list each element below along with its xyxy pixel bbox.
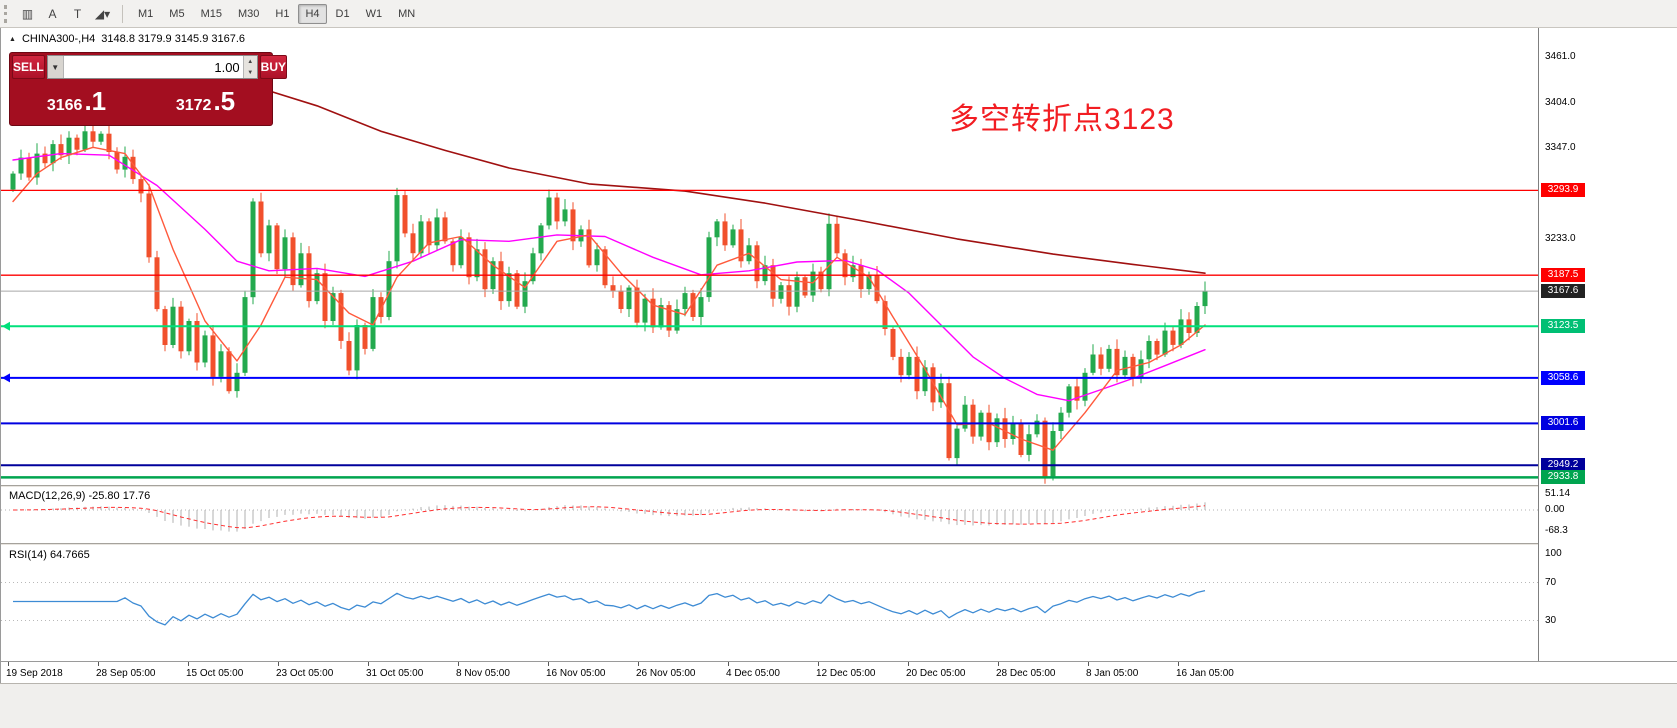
- price-level-badge: 3293.9: [1541, 183, 1585, 197]
- time-axis-tick: [818, 662, 819, 666]
- time-axis-label: 16 Jan 05:00: [1176, 668, 1234, 679]
- volume-spinner: ▲ ▼: [242, 56, 257, 78]
- time-axis-tick: [1178, 662, 1179, 666]
- time-axis-label: 26 Nov 05:00: [636, 668, 696, 679]
- volume-dropdown-icon[interactable]: ▼: [47, 56, 64, 78]
- timeframe-h1-button[interactable]: H1: [275, 7, 290, 20]
- timeframe-toolbar: M1 M5 M15 M30 H1 H4 D1 W1 MN: [130, 3, 423, 24]
- macd-scale-label: -68.3: [1545, 525, 1568, 536]
- price-level-badge: 3187.5: [1541, 268, 1585, 282]
- time-axis-tick: [368, 662, 369, 666]
- price-level-badge: 2933.8: [1541, 470, 1585, 484]
- buy-price-main: 3172: [175, 96, 212, 114]
- time-axis-tick: [908, 662, 909, 666]
- time-axis-tick: [8, 662, 9, 666]
- rsi-scale-label: 100: [1545, 548, 1562, 559]
- time-axis-tick: [1088, 662, 1089, 666]
- sell-price: 3166 .1: [12, 86, 141, 117]
- symbol-collapse-icon[interactable]: ▲: [9, 35, 16, 43]
- time-axis-tick: [548, 662, 549, 666]
- rsi-label: RSI(14) 64.7665: [9, 549, 90, 561]
- toolbar: ▥ A T ◢▾ M1 M5 M15 M30 H1 H4 D1 W1 MN: [0, 0, 1677, 28]
- time-axis-label: 15 Oct 05:00: [186, 668, 244, 679]
- time-axis-label: 8 Nov 05:00: [456, 668, 510, 679]
- time-axis-tick: [728, 662, 729, 666]
- shapes-dropdown-icon-button[interactable]: ◢▾: [94, 6, 111, 21]
- price-level-badge: 3058.6: [1541, 371, 1585, 385]
- time-axis-label: 4 Dec 05:00: [726, 668, 780, 679]
- timeframe-m30-button[interactable]: M30: [237, 7, 260, 20]
- price-level-badge: 3001.6: [1541, 416, 1585, 430]
- price-axis-label: 3404.0: [1545, 97, 1576, 108]
- toolbar-grip[interactable]: [4, 4, 10, 23]
- chart-window: ▲ CHINA300-,H4 3148.8 3179.9 3145.9 3167…: [0, 28, 1677, 683]
- time-axis-tick: [188, 662, 189, 666]
- symbol-ohlc-values: 3148.8 3179.9 3145.9 3167.6: [101, 33, 246, 45]
- time-axis-tick: [638, 662, 639, 666]
- buy-price-pips: .5: [213, 85, 236, 116]
- time-axis-label: 12 Dec 05:00: [816, 668, 876, 679]
- sell-price-main: 3166: [46, 96, 83, 114]
- macd-scale-label: 0.00: [1545, 504, 1565, 515]
- timeframe-w1-button[interactable]: W1: [365, 7, 383, 20]
- volume-increase-button[interactable]: ▲: [243, 56, 257, 67]
- toolbar-separator: [122, 4, 123, 23]
- time-axis-tick: [458, 662, 459, 666]
- buy-button[interactable]: BUY: [259, 55, 288, 79]
- timeframe-mn-button[interactable]: MN: [398, 7, 416, 20]
- time-axis-label: 28 Sep 05:00: [96, 668, 156, 679]
- time-axis-tick: [278, 662, 279, 666]
- timeframe-m15-button[interactable]: M15: [200, 7, 222, 20]
- chart-symbol-info: ▲ CHINA300-,H4 3148.8 3179.9 3145.9 3167…: [9, 33, 245, 45]
- panel-separator[interactable]: [1, 485, 1677, 488]
- timeframe-m5-button[interactable]: M5: [169, 7, 185, 20]
- rsi-scale-label: 70: [1545, 577, 1557, 588]
- time-axis-label: 8 Jan 05:00: [1086, 668, 1139, 679]
- timeframe-h4-button[interactable]: H4: [298, 3, 327, 24]
- macd-label: MACD(12,26,9) -25.80 17.76: [9, 490, 151, 502]
- time-axis-label: 20 Dec 05:00: [906, 668, 966, 679]
- rsi-indicator-canvas[interactable]: [1, 546, 1538, 659]
- timeframe-m1-button[interactable]: M1: [138, 7, 154, 20]
- time-axis-label: 31 Oct 05:00: [366, 668, 424, 679]
- time-axis: 19 Sep 2018 28 Sep 05:00 15 Oct 05:00 23 Oc…: [1, 661, 1677, 683]
- macd-indicator-canvas[interactable]: [1, 487, 1538, 546]
- volume-box: ▼ ▲ ▼: [46, 55, 258, 79]
- time-axis-label: 23 Oct 05:00: [276, 668, 334, 679]
- time-axis-tick: [998, 662, 999, 666]
- panel-separator[interactable]: [1, 543, 1677, 546]
- price-level-badge: 2949.2: [1541, 458, 1585, 472]
- price-axis: 3293.9 3187.5 3167.6 3123.5 3058.6 3001.6 2949…: [1538, 28, 1677, 661]
- price-axis-label: 3233.0: [1545, 233, 1576, 244]
- toolbar-icon-group: ▥ A T ◢▾: [15, 3, 115, 25]
- sell-price-pips: .1: [84, 85, 107, 116]
- price-level-badge: 3123.5: [1541, 319, 1585, 333]
- timeframe-d1-button[interactable]: D1: [335, 7, 350, 20]
- rsi-scale-label: 30: [1545, 615, 1557, 626]
- one-click-trading-panel: SELL ▼ ▲ ▼ BUY 3166 .1 3172 .5: [9, 52, 288, 126]
- time-axis-tick: [98, 662, 99, 666]
- window-bottom-area: [0, 683, 1677, 728]
- price-axis-label: 3461.0: [1545, 51, 1576, 62]
- chart-annotation-text: 多空转折点3123: [949, 103, 1175, 136]
- time-axis-label: 16 Nov 05:00: [546, 668, 606, 679]
- buy-price: 3172 .5: [141, 86, 270, 117]
- current-price-badge: 3167.6: [1541, 284, 1585, 298]
- macd-scale-label: 51.14: [1545, 488, 1571, 499]
- volume-input[interactable]: [63, 56, 243, 78]
- text-label-icon-button[interactable]: T: [73, 6, 82, 21]
- time-axis-label: 19 Sep 2018: [6, 668, 63, 679]
- bid-ask-prices: 3166 .1 3172 .5: [12, 79, 270, 123]
- sell-button[interactable]: SELL: [12, 55, 45, 79]
- tick-chart-icon-button[interactable]: ▥: [21, 6, 34, 21]
- symbol-title: CHINA300-,H4: [21, 33, 96, 45]
- time-axis-label: 28 Dec 05:00: [996, 668, 1056, 679]
- volume-decrease-button[interactable]: ▼: [243, 67, 257, 78]
- price-axis-label: 3347.0: [1545, 142, 1576, 153]
- font-a-icon-button[interactable]: A: [48, 6, 57, 21]
